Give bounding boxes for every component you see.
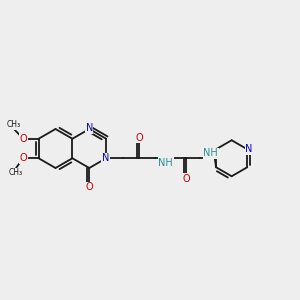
Text: NH: NH xyxy=(158,158,173,168)
Text: N: N xyxy=(85,123,93,134)
Text: NH: NH xyxy=(203,148,218,158)
Text: N: N xyxy=(102,153,109,163)
Text: O: O xyxy=(135,133,143,143)
Text: O: O xyxy=(182,174,190,184)
Text: O: O xyxy=(20,134,27,144)
Text: O: O xyxy=(85,182,93,193)
Text: CH₃: CH₃ xyxy=(7,120,21,129)
Text: CH₃: CH₃ xyxy=(8,168,22,177)
Text: O: O xyxy=(20,153,27,163)
Text: N: N xyxy=(245,144,253,154)
